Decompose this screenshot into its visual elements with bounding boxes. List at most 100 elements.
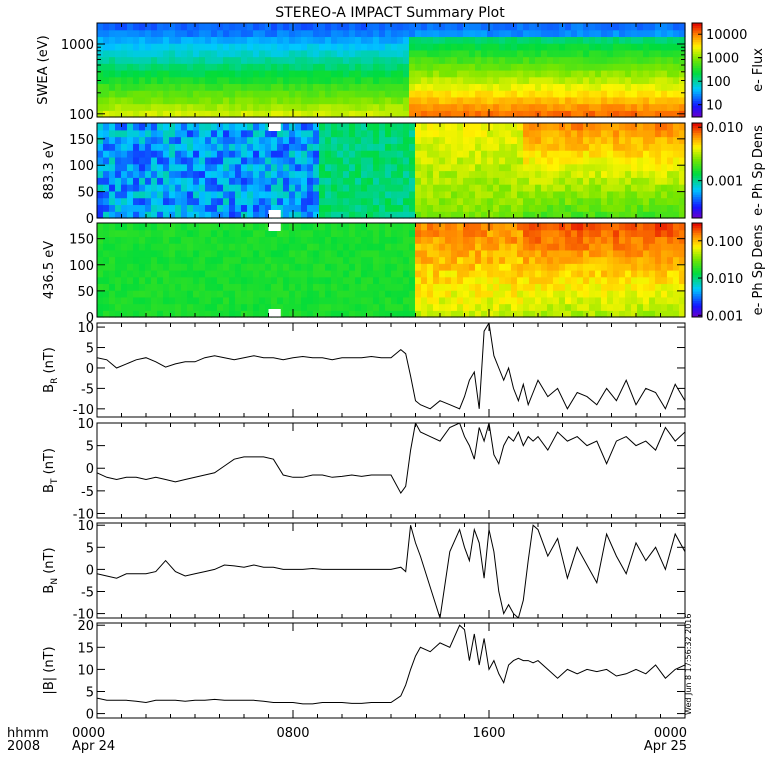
heatmap-cell — [421, 204, 428, 212]
heatmap-cell — [505, 63, 512, 71]
heatmap-cell — [139, 103, 146, 111]
heatmap-cell — [667, 303, 674, 311]
heatmap-cell — [193, 110, 200, 118]
heatmap-cell — [385, 43, 392, 51]
heatmap-cell — [613, 156, 620, 165]
heatmap-cell — [469, 56, 476, 64]
heatmap-cell — [487, 123, 494, 131]
heatmap-cell — [355, 23, 362, 31]
heatmap-cell — [163, 70, 170, 78]
heatmap-cell — [367, 236, 374, 244]
heatmap-cell — [265, 276, 272, 285]
heatmap-cell — [223, 43, 230, 51]
heatmap-cell — [493, 270, 500, 278]
heatmap-cell — [655, 184, 662, 192]
heatmap-cell — [217, 76, 224, 85]
heatmap-cell — [391, 163, 398, 172]
heatmap-cell — [487, 190, 494, 199]
heatmap-cell — [139, 223, 146, 231]
heatmap-cell — [487, 197, 494, 206]
heatmap-cell — [217, 29, 224, 38]
heatmap-cell — [385, 76, 392, 85]
heatmap-cell — [151, 76, 158, 85]
heatmap-cell — [199, 263, 206, 271]
heatmap-cell — [157, 296, 164, 305]
heatmap-cell — [649, 143, 656, 151]
heatmap-cell — [283, 204, 290, 212]
heatmap-cell — [187, 229, 194, 238]
heatmap-cell — [121, 223, 128, 231]
heatmap-cell — [439, 23, 446, 31]
heatmap-cell — [595, 63, 602, 71]
heatmap-cell — [409, 283, 416, 291]
heatmap-cell — [367, 49, 374, 58]
heatmap-cell — [349, 56, 356, 64]
heatmap-cell — [451, 150, 458, 158]
heatmap-cell — [625, 23, 632, 31]
heatmap-cell — [601, 103, 608, 111]
heatmap-cell — [325, 243, 332, 251]
heatmap-cell — [199, 110, 206, 118]
heatmap-cell — [451, 290, 458, 298]
heatmap-cell — [475, 310, 482, 318]
heatmap-cell — [283, 211, 290, 219]
heatmap-cell — [463, 190, 470, 199]
heatmap-cell — [493, 83, 500, 91]
heatmap-cell — [253, 43, 260, 51]
heatmap-cell — [355, 229, 362, 238]
heatmap-cell — [259, 123, 266, 131]
heatmap-cell — [595, 290, 602, 298]
heatmap-cell — [199, 76, 206, 85]
heatmap-cell — [343, 283, 350, 291]
heatmap-cell — [217, 303, 224, 311]
heatmap-cell — [565, 211, 572, 219]
heatmap-cell — [529, 76, 536, 85]
heatmap-cell — [97, 170, 104, 178]
heatmap-cell — [409, 177, 416, 185]
heatmap-cell — [493, 23, 500, 31]
heatmap-cell — [205, 83, 212, 91]
heatmap-cell — [157, 70, 164, 78]
heatmap-cell — [367, 263, 374, 271]
heatmap-cell — [517, 283, 524, 291]
heatmap-cell — [145, 197, 152, 206]
heatmap-cell — [121, 249, 128, 258]
heatmap-cell — [193, 256, 200, 264]
heatmap-cell — [595, 204, 602, 212]
heatmap-cell — [649, 236, 656, 244]
heatmap-cell — [451, 129, 458, 138]
heatmap-cell — [289, 163, 296, 172]
heatmap-cell — [643, 256, 650, 264]
heatmap-cell — [235, 197, 242, 206]
heatmap-cell — [391, 96, 398, 105]
heatmap-cell — [667, 310, 674, 318]
heatmap-cell — [229, 76, 236, 85]
heatmap-cell — [157, 223, 164, 231]
heatmap-cell — [259, 170, 266, 178]
heatmap-cell — [487, 177, 494, 185]
heatmap-cell — [397, 310, 404, 318]
heatmap-cell — [151, 83, 158, 91]
heatmap-cell — [541, 36, 548, 44]
heatmap-cell — [349, 36, 356, 44]
heatmap-cell — [199, 270, 206, 278]
heatmap-cell — [187, 63, 194, 71]
heatmap-cell — [349, 150, 356, 158]
heatmap-cell — [619, 296, 626, 305]
heatmap-cell — [247, 263, 254, 271]
heatmap-cell — [403, 263, 410, 271]
heatmap-cell — [595, 170, 602, 178]
heatmap-cell — [115, 150, 122, 158]
heatmap-cell — [391, 156, 398, 165]
heatmap-cell — [469, 136, 476, 144]
heatmap-cell — [331, 49, 338, 58]
heatmap-cell — [343, 123, 350, 131]
heatmap-cell — [475, 197, 482, 206]
heatmap-cell — [547, 56, 554, 64]
heatmap-cell — [559, 103, 566, 111]
heatmap-cell — [403, 110, 410, 118]
heatmap-cell — [577, 256, 584, 264]
heatmap-cell — [163, 197, 170, 206]
heatmap-cell — [475, 96, 482, 105]
